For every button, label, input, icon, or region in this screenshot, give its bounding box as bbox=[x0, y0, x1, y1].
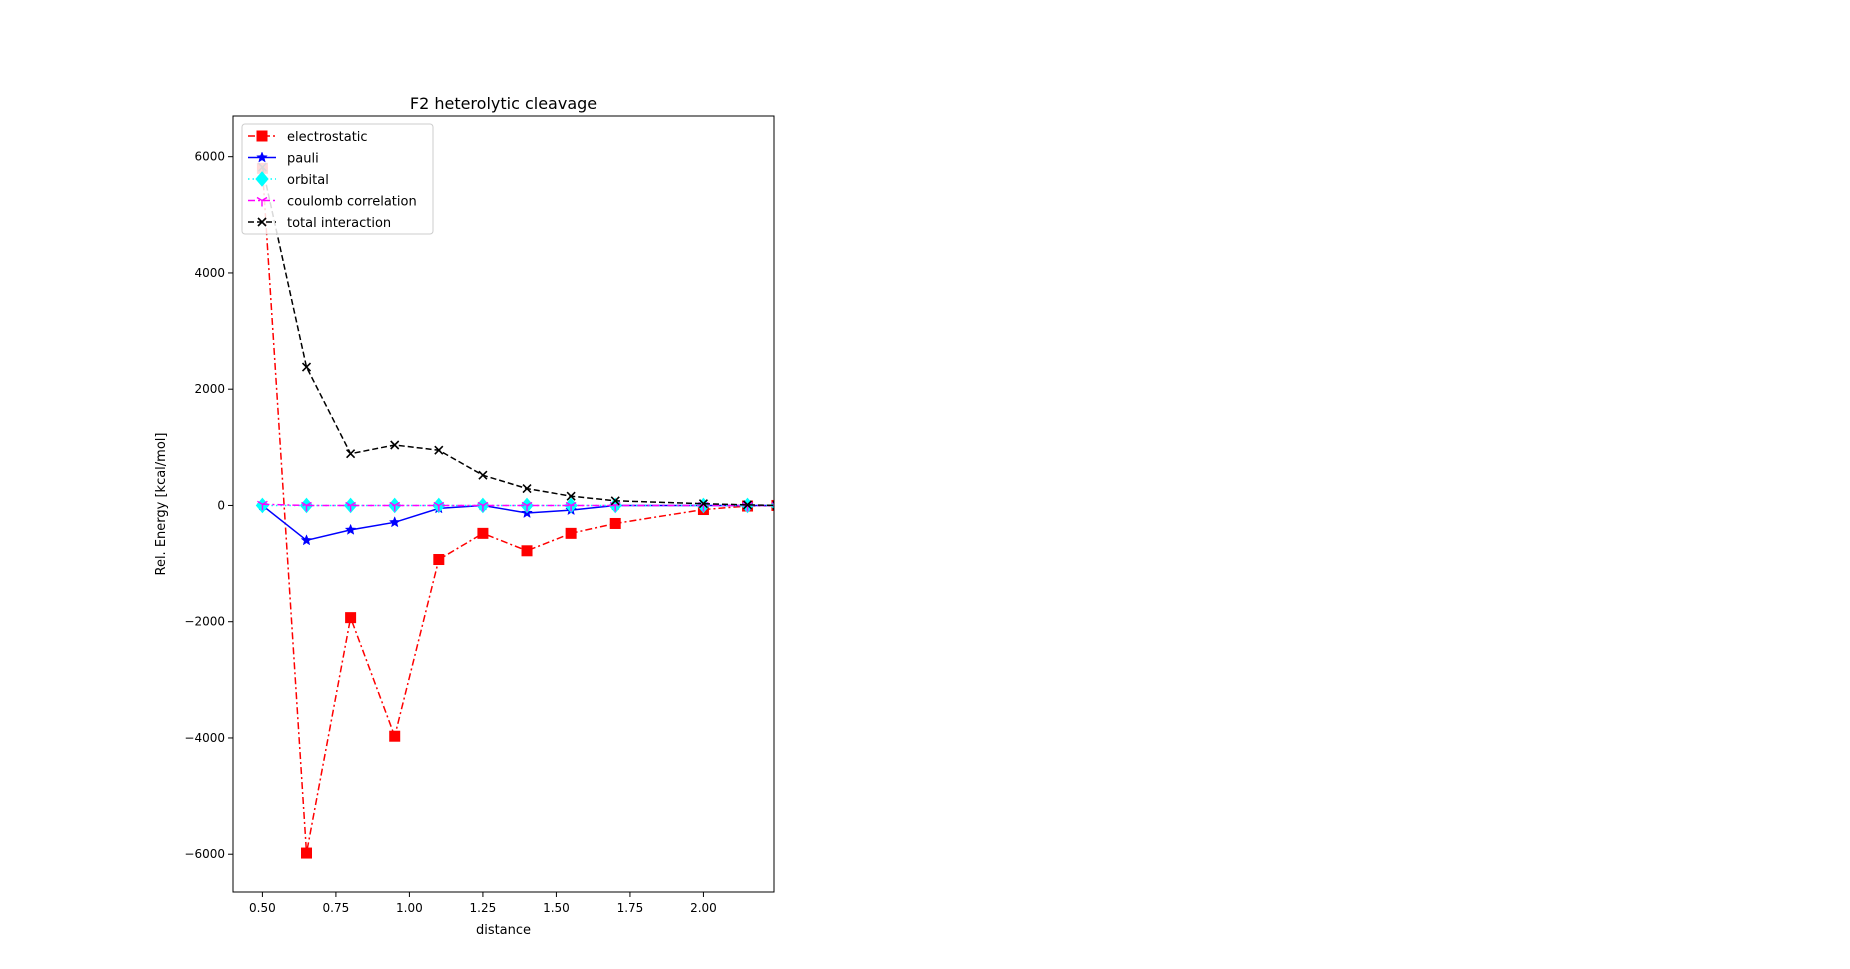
data-point bbox=[565, 527, 577, 539]
data-point bbox=[301, 847, 313, 859]
data-point bbox=[344, 523, 357, 535]
data-point bbox=[566, 491, 576, 501]
legend-marker bbox=[255, 171, 269, 187]
data-point bbox=[521, 545, 533, 557]
data-point bbox=[389, 501, 401, 512]
legend-item: pauli bbox=[248, 151, 319, 167]
x-tick-label: 1.75 bbox=[617, 901, 644, 915]
data-point bbox=[434, 445, 444, 455]
legend-item: total interaction bbox=[248, 216, 391, 231]
data-point bbox=[698, 499, 709, 509]
y-axis: −6000 −4000 −2000 0 2000 4000 6000 bbox=[184, 150, 233, 861]
data-point bbox=[345, 501, 356, 512]
series-line bbox=[262, 503, 774, 507]
data-point bbox=[477, 501, 489, 512]
x-axis: 0.50 0.75 1.00 1.25 1.50 1.75 2.00 bbox=[249, 892, 717, 915]
legend-label: electrostatic bbox=[287, 130, 368, 145]
data-point bbox=[301, 501, 312, 512]
x-tick-label: 1.50 bbox=[543, 901, 570, 915]
data-point bbox=[478, 470, 488, 480]
data-point bbox=[388, 516, 401, 528]
data-point bbox=[300, 534, 313, 546]
series-line bbox=[261, 168, 774, 854]
y-tick-label: 0 bbox=[217, 498, 225, 512]
y-tick-label: 2000 bbox=[194, 382, 225, 396]
legend-marker bbox=[256, 130, 268, 142]
legend-box bbox=[241, 123, 434, 235]
data-point bbox=[389, 730, 401, 742]
series-layer bbox=[255, 162, 774, 859]
legend-item: orbital bbox=[248, 171, 329, 188]
plot-frame bbox=[232, 115, 775, 893]
x-tick-label: 0.50 bbox=[249, 901, 276, 915]
chart-title: F2 heterolytic cleavage bbox=[410, 94, 597, 113]
data-point bbox=[390, 440, 400, 450]
legend-label: orbital bbox=[287, 173, 329, 188]
data-point bbox=[609, 517, 621, 529]
legend-marker bbox=[256, 196, 268, 207]
data-point bbox=[565, 501, 577, 512]
data-point bbox=[345, 612, 357, 624]
data-point bbox=[301, 362, 312, 372]
x-axis-label: distance bbox=[476, 923, 531, 938]
y-tick-label: −2000 bbox=[184, 615, 225, 629]
y-axis-label: Rel. Energy [kcal/mol] bbox=[154, 433, 169, 576]
legend-item: electrostatic bbox=[248, 130, 368, 145]
legend-item: coulomb correlation bbox=[248, 195, 417, 210]
legend-label: pauli bbox=[287, 152, 319, 167]
x-tick-label: 1.25 bbox=[470, 901, 497, 915]
data-point bbox=[257, 500, 268, 511]
data-point bbox=[771, 501, 774, 505]
y-tick-label: 4000 bbox=[194, 266, 225, 280]
x-tick-label: 2.00 bbox=[690, 901, 717, 915]
y-tick-label: −4000 bbox=[184, 731, 225, 745]
data-point bbox=[433, 501, 445, 512]
data-point bbox=[346, 449, 356, 459]
y-tick-label: 6000 bbox=[194, 150, 225, 164]
x-tick-label: 1.00 bbox=[396, 901, 423, 915]
legend-marker bbox=[257, 217, 267, 227]
x-tick-label: 0.75 bbox=[323, 901, 350, 915]
legend-marker bbox=[256, 151, 268, 163]
legend-label: total interaction bbox=[287, 216, 391, 231]
legend-label: coulomb correlation bbox=[287, 195, 417, 210]
data-point bbox=[521, 501, 533, 512]
data-point bbox=[610, 496, 620, 506]
data-point bbox=[742, 500, 753, 510]
chart-legend: electrostatic pauli orbital coulomb correla… bbox=[241, 123, 434, 235]
y-tick-label: −6000 bbox=[184, 847, 225, 861]
series-coulomb-correlation bbox=[257, 500, 774, 512]
series-line bbox=[261, 504, 774, 542]
data-point bbox=[522, 484, 532, 494]
data-point bbox=[433, 554, 445, 566]
data-point bbox=[477, 527, 489, 539]
